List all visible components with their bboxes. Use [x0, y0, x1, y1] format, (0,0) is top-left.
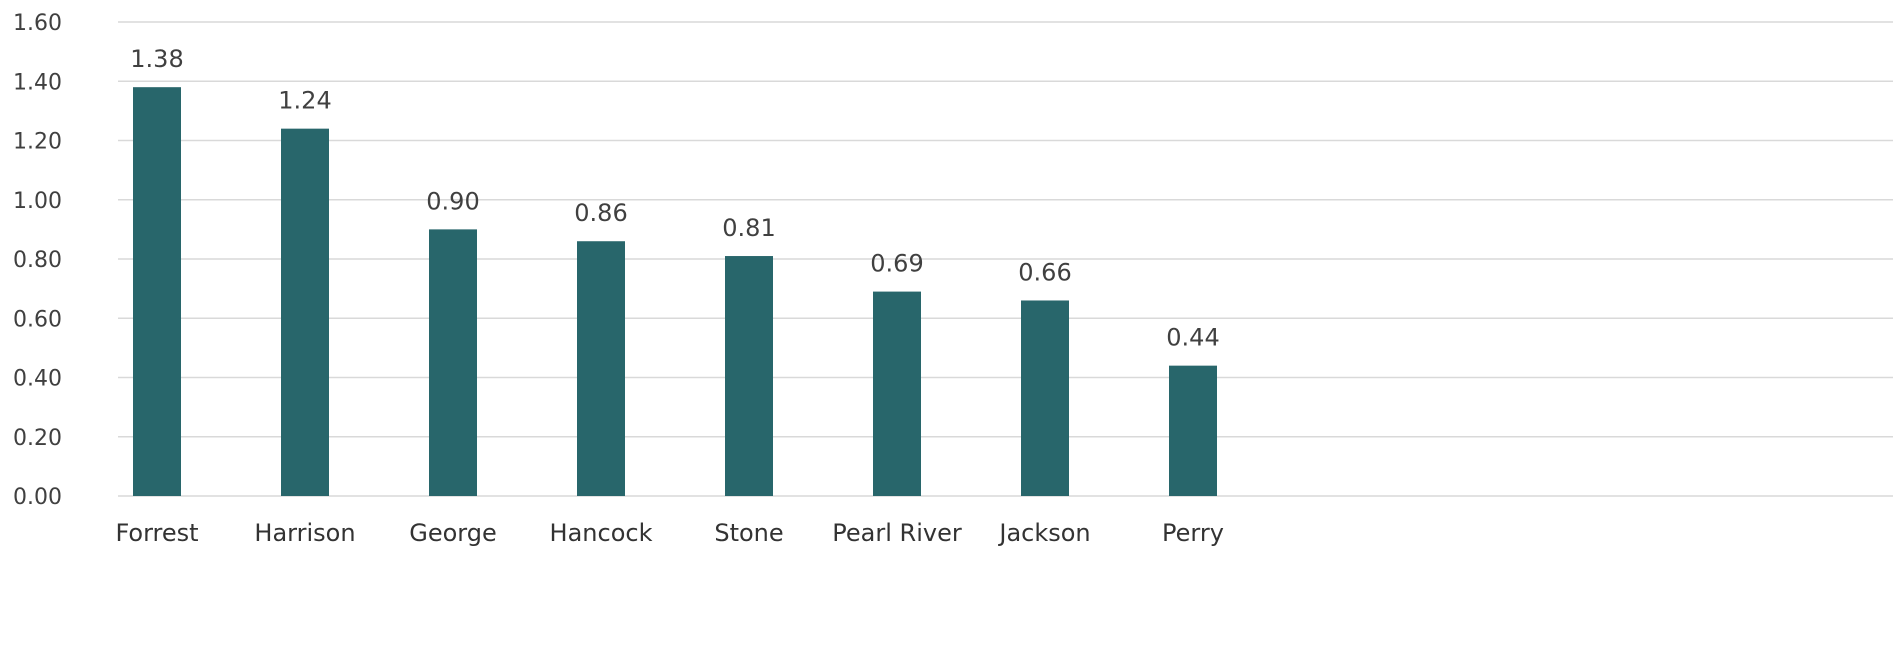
x-category-label: Forrest — [115, 519, 198, 547]
bar — [429, 229, 477, 496]
bar — [1021, 300, 1069, 496]
bar — [133, 87, 181, 497]
y-tick-label: 0.80 — [13, 248, 62, 273]
y-tick-label: 1.00 — [13, 189, 62, 214]
x-category-label: Perry — [1162, 519, 1224, 547]
x-category-label: Hancock — [550, 519, 653, 547]
data-label: 0.81 — [722, 214, 775, 242]
data-label: 1.38 — [130, 45, 183, 73]
data-label: 0.86 — [574, 199, 627, 227]
x-category-label: Stone — [714, 519, 783, 547]
data-labels: 1.38 1.24 0.90 0.86 0.81 0.69 0.66 0.44 — [130, 45, 1219, 351]
y-tick-label: 0.60 — [13, 307, 62, 332]
bar — [281, 128, 329, 496]
y-axis-tick-labels: 0.00 0.20 0.40 0.60 0.80 1.00 1.20 1.40 1.60 — [13, 11, 62, 510]
bar — [577, 241, 625, 496]
gridlines — [118, 21, 1893, 497]
x-category-label: Harrison — [254, 519, 355, 547]
data-label: 1.24 — [278, 87, 331, 115]
x-category-label: Pearl River — [832, 519, 962, 547]
y-tick-label: 1.60 — [13, 11, 62, 36]
y-tick-label: 0.00 — [13, 485, 62, 510]
bar — [873, 291, 921, 496]
y-tick-label: 0.20 — [13, 426, 62, 451]
x-category-label: Jackson — [997, 519, 1090, 547]
data-label: 0.44 — [1166, 324, 1219, 352]
bar — [1169, 365, 1217, 496]
data-label: 0.69 — [870, 250, 923, 278]
y-tick-label: 1.20 — [13, 130, 62, 155]
x-axis-category-labels: Forrest Harrison George Hancock Stone Pearl R… — [115, 519, 1224, 547]
x-category-label: George — [409, 519, 497, 547]
y-tick-label: 0.40 — [13, 367, 62, 392]
y-tick-label: 1.40 — [13, 70, 62, 95]
bar — [725, 256, 773, 496]
bars — [133, 87, 1217, 497]
data-label: 0.66 — [1018, 258, 1071, 286]
data-label: 0.90 — [426, 187, 479, 215]
